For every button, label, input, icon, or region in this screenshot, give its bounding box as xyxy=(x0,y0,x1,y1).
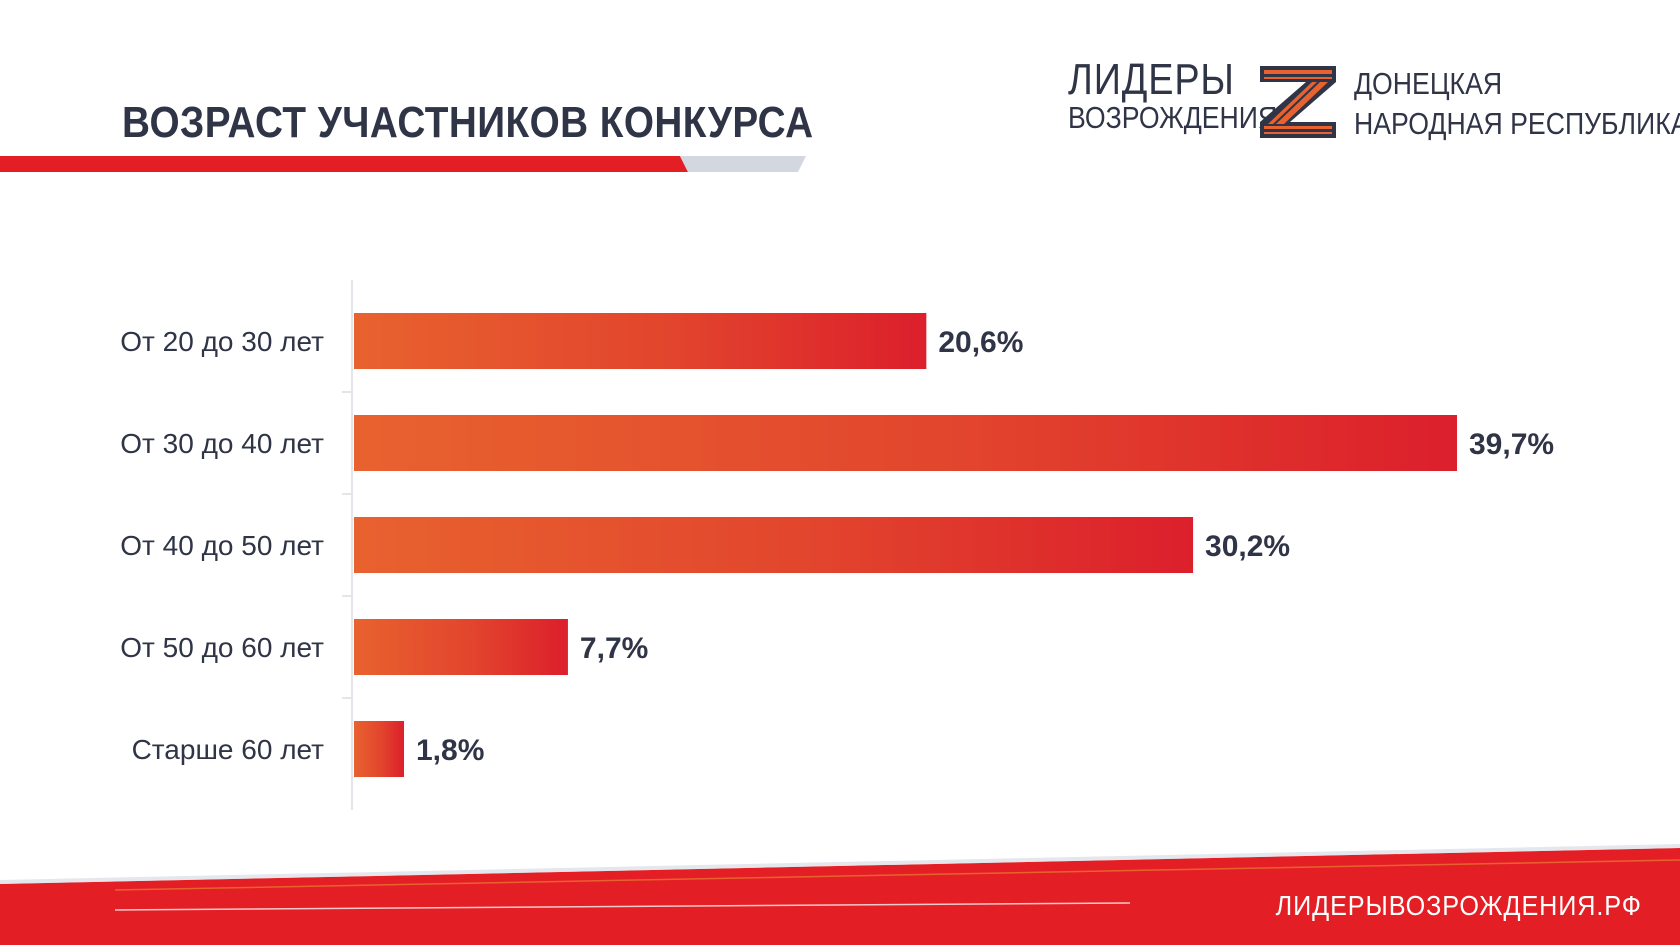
value-label: 30,2% xyxy=(1205,530,1290,563)
bar xyxy=(354,313,927,369)
z-ribbon-icon xyxy=(1260,66,1336,138)
age-bar-chart: От 20 до 30 лет 20,6% От 30 до 40 лет 39,7%… xyxy=(120,280,1554,810)
category-label: От 40 до 50 лет xyxy=(120,530,324,561)
value-label: 1,8% xyxy=(416,734,484,767)
bar xyxy=(354,721,405,777)
logo-region: ДОНЕЦКАЯ НАРОДНАЯ РЕСПУБЛИКА xyxy=(1354,64,1680,144)
category-label: От 50 до 60 лет xyxy=(120,632,324,663)
logo-region-line2: НАРОДНАЯ РЕСПУБЛИКА xyxy=(1354,106,1680,141)
bar xyxy=(354,415,1457,471)
logo-line1: ЛИДЕРЫ xyxy=(1068,55,1235,104)
website-link[interactable]: ЛИДЕРЫВОЗРОЖДЕНИЯ.РФ xyxy=(1275,890,1642,921)
category-label: От 20 до 30 лет xyxy=(120,326,324,357)
bar xyxy=(354,619,568,675)
bar xyxy=(354,517,1194,573)
value-label: 7,7% xyxy=(580,632,648,665)
logo-line2: ВОЗРОЖДЕНИЯ xyxy=(1068,100,1278,135)
title-underline xyxy=(0,156,806,172)
category-label: От 30 до 40 лет xyxy=(120,428,324,459)
category-label: Старше 60 лет xyxy=(132,734,325,765)
value-label: 20,6% xyxy=(938,326,1023,359)
logo-text: ЛИДЕРЫ ВОЗРОЖДЕНИЯ xyxy=(1068,55,1278,135)
logo-region-line1: ДОНЕЦКАЯ xyxy=(1354,66,1503,101)
brand-logo: ЛИДЕРЫ ВОЗРОЖДЕНИЯ ДОНЕЦКАЯ НАРОДНАЯ РЕС… xyxy=(1068,55,1680,148)
value-label: 39,7% xyxy=(1469,428,1554,461)
page-title: ВОЗРАСТ УЧАСТНИКОВ КОНКУРСА xyxy=(122,98,814,147)
footer-band xyxy=(0,844,1680,945)
